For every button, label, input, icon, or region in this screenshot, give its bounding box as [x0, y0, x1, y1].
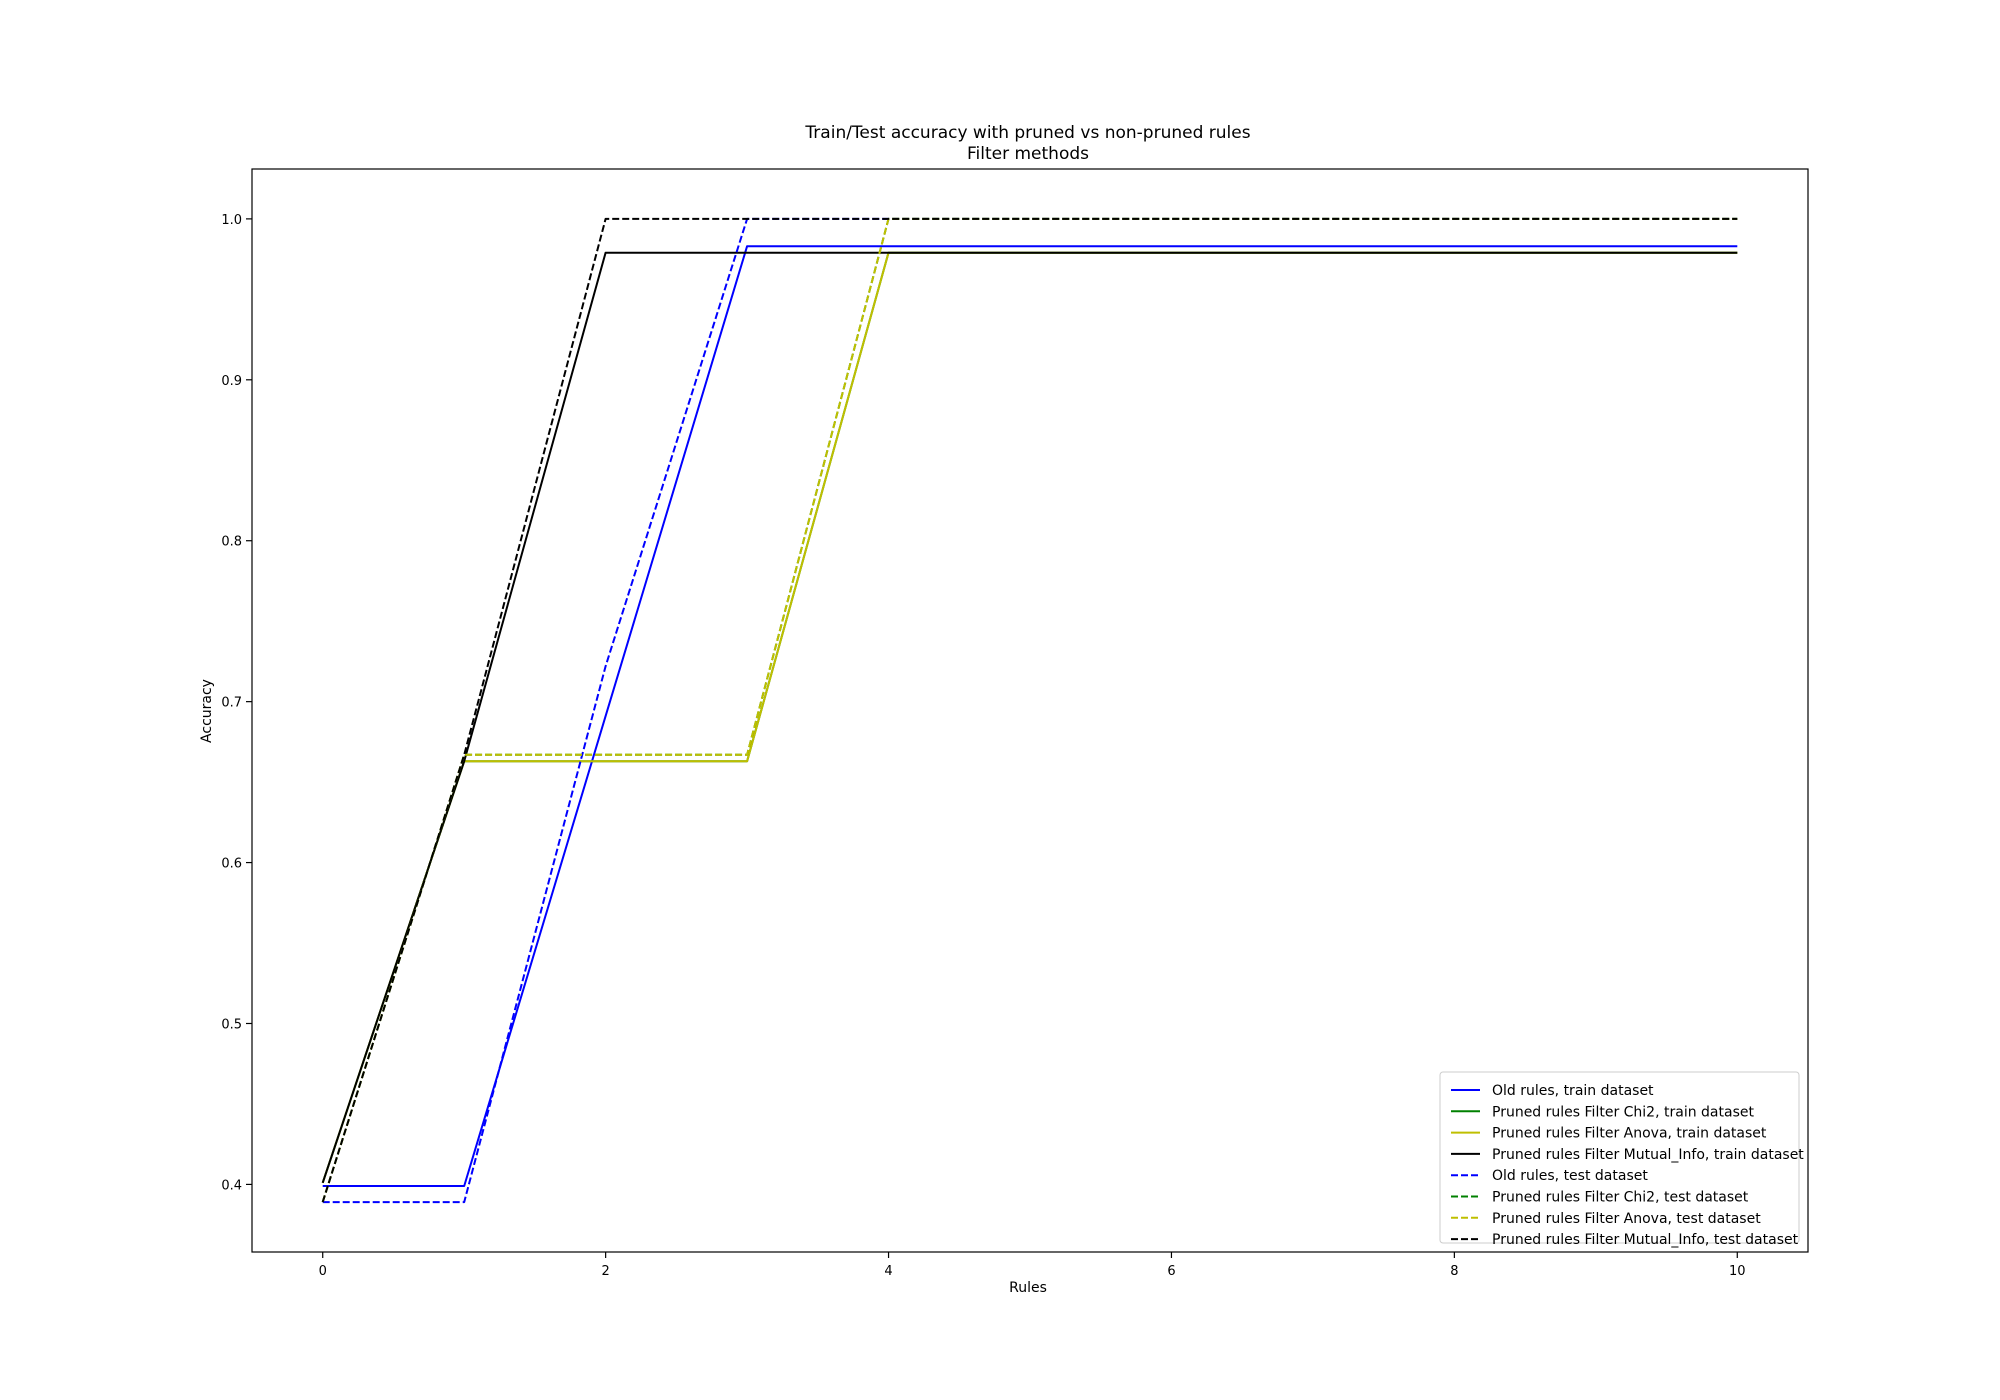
y-axis: 0.4 0.5 0.6 0.7 0.8 0.9 1.0 [221, 213, 252, 1193]
x-tick-label: 4 [884, 1264, 892, 1279]
series-line-5 [322, 217, 1738, 1204]
legend-label: Pruned rules Filter Mutual_Info, train d… [1492, 1147, 1804, 1163]
x-tick-label: 6 [1167, 1264, 1175, 1279]
series-line-4 [321, 251, 1738, 1184]
chart-title: Train/Test accuracy with pruned vs non-p… [804, 123, 1250, 143]
legend-label: Old rules, test dataset [1492, 1168, 1648, 1184]
legend-label: Pruned rules Filter Anova, train dataset [1492, 1126, 1767, 1142]
y-tick-label: 0.7 [221, 696, 242, 711]
legend-box [1439, 1071, 1800, 1244]
legend-label: Pruned rules Filter Chi2, train dataset [1492, 1104, 1754, 1120]
x-axis: 0 2 4 6 8 10 [319, 1252, 1746, 1279]
legend-label: Pruned rules Filter Chi2, test dataset [1492, 1190, 1749, 1206]
y-tick-label: 0.9 [221, 374, 242, 389]
legend-label: Old rules, train dataset [1492, 1083, 1654, 1099]
y-tick-label: 0.5 [221, 1017, 242, 1032]
series-line-7 [321, 217, 1738, 1203]
chart-subtitle: Filter methods [967, 144, 1089, 164]
legend-label: Pruned rules Filter Anova, test dataset [1492, 1211, 1761, 1227]
legend: Old rules, train dataset Pruned rules Fil… [1439, 1071, 1804, 1248]
plot-frame [251, 168, 1809, 1253]
x-tick-label: 10 [1729, 1264, 1746, 1279]
y-tick-label: 0.6 [221, 857, 242, 872]
x-tick-label: 2 [601, 1264, 609, 1279]
x-tick-label: 8 [1450, 1264, 1458, 1279]
x-axis-label: Rules [1009, 1280, 1047, 1296]
y-tick-label: 1.0 [221, 213, 242, 228]
x-tick-label: 0 [319, 1264, 327, 1279]
y-tick-label: 0.4 [221, 1178, 242, 1193]
legend-label: Pruned rules Filter Mutual_Info, test da… [1492, 1232, 1799, 1248]
series-line-1 [322, 245, 1738, 1187]
y-tick-label: 0.8 [221, 535, 242, 550]
y-axis-label: Accuracy [199, 679, 215, 743]
series-layer [321, 217, 1738, 1204]
